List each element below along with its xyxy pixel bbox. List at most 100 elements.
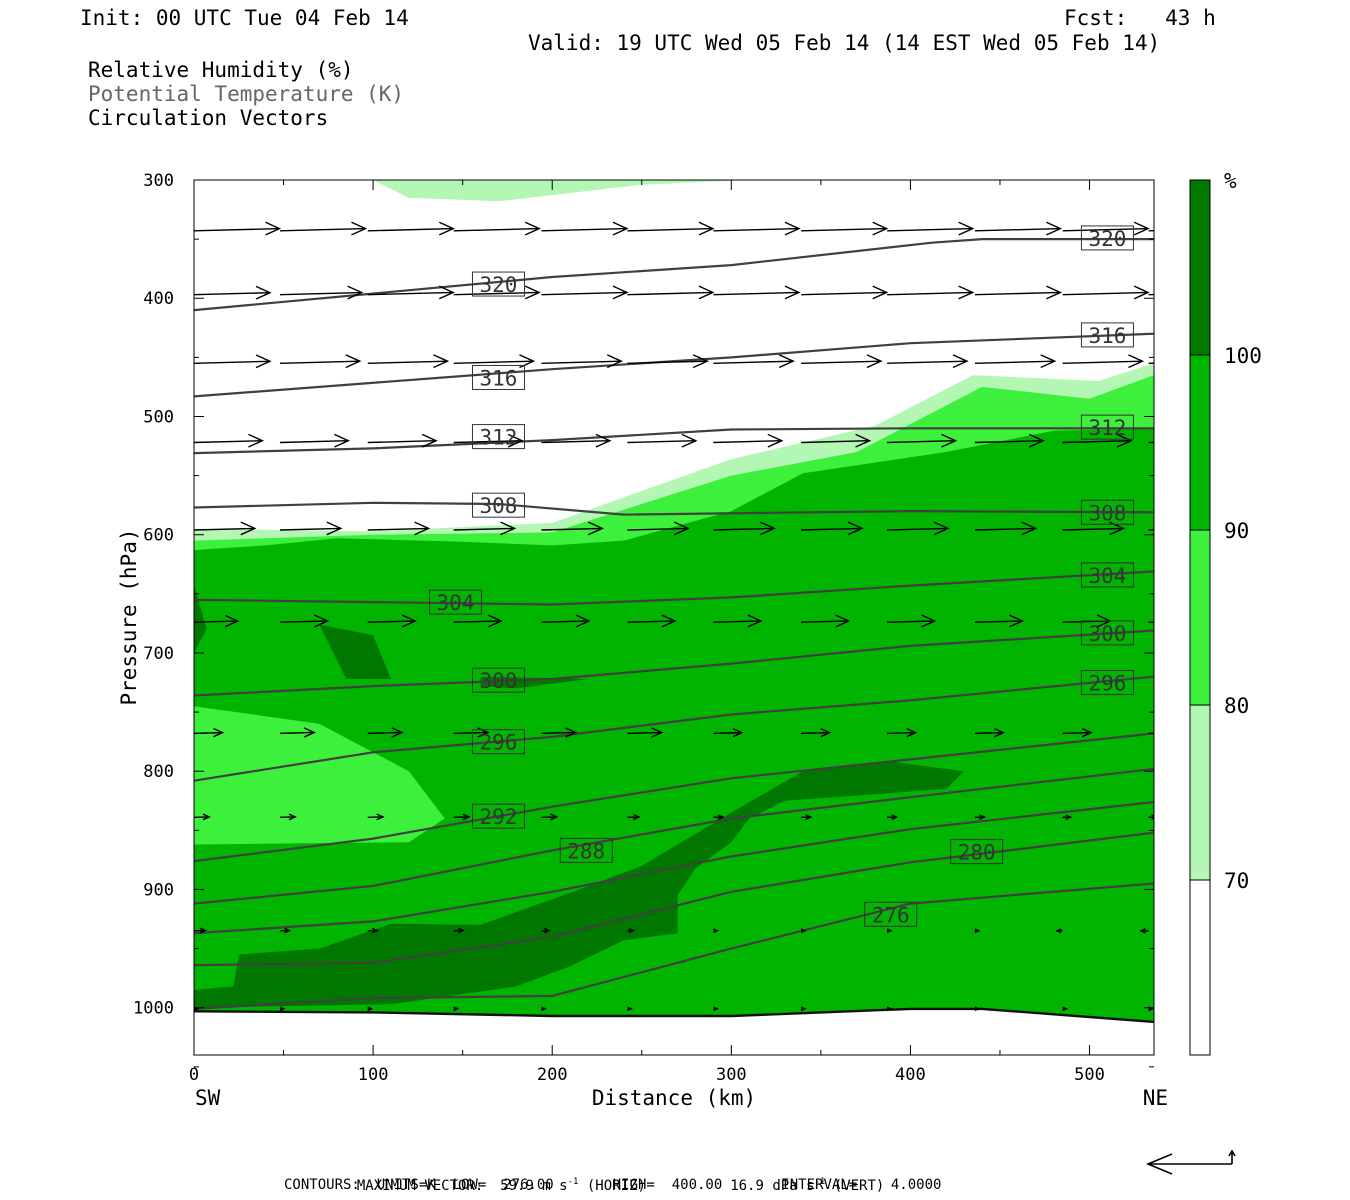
circulation-vector bbox=[367, 285, 455, 300]
circulation-vector bbox=[453, 1006, 460, 1012]
vector-shaft bbox=[627, 440, 696, 444]
vector-head bbox=[487, 614, 503, 628]
circulation-vector bbox=[194, 221, 282, 236]
vector-shaft bbox=[194, 731, 223, 735]
circulation-vector bbox=[453, 521, 517, 536]
circulation-vector bbox=[541, 727, 578, 738]
vector-head bbox=[213, 727, 225, 738]
circulation-vector bbox=[801, 521, 864, 536]
y-tick-label: 900 bbox=[143, 880, 174, 900]
vector-shaft bbox=[627, 227, 713, 232]
vector-head bbox=[351, 221, 368, 236]
contour-label-box bbox=[471, 667, 525, 693]
vector-head bbox=[1040, 354, 1057, 369]
vector-head bbox=[612, 221, 629, 236]
circulation-vector bbox=[1062, 433, 1133, 448]
horiz-value: 59.9 m s bbox=[500, 1178, 568, 1194]
vector-shaft bbox=[279, 291, 362, 296]
theta-contour-304 bbox=[194, 570, 1154, 606]
contour-label-box bbox=[1080, 225, 1134, 251]
circulation-vector bbox=[801, 814, 813, 820]
vector-head bbox=[248, 433, 265, 448]
theta-contour-316 bbox=[194, 332, 1154, 398]
y-tick-label: 700 bbox=[143, 644, 174, 664]
circulation-vector bbox=[713, 928, 719, 934]
contour-label-316: 316 bbox=[480, 366, 518, 390]
vector-head bbox=[713, 1006, 719, 1012]
contour-label-300: 300 bbox=[1088, 622, 1126, 646]
circulation-vector bbox=[887, 285, 975, 300]
circulation-vector bbox=[801, 727, 832, 738]
vector-shaft bbox=[887, 227, 973, 232]
vector-head bbox=[872, 221, 889, 236]
vector-head bbox=[713, 928, 719, 934]
theta-contour-284 bbox=[194, 800, 1154, 935]
circulation-vector bbox=[1148, 732, 1154, 735]
colorbar-segment bbox=[1189, 354, 1211, 531]
init-text: Init: 00 UTC Tue 04 Feb 14 bbox=[80, 6, 409, 30]
vector-shaft bbox=[367, 731, 402, 735]
ground-line bbox=[194, 1007, 1154, 1024]
theta-contour-296 bbox=[194, 675, 1154, 782]
legend-theta: Potential Temperature (K) bbox=[88, 82, 405, 106]
circulation-vector bbox=[453, 221, 541, 236]
forecast-hour-text: Fcst: 43 h bbox=[1064, 6, 1216, 30]
circulation-vector bbox=[541, 433, 612, 448]
x-tick-label: 0 bbox=[189, 1065, 199, 1085]
circulation-vector bbox=[974, 928, 981, 934]
vector-head bbox=[805, 814, 813, 820]
circulation-vector bbox=[627, 928, 635, 934]
vector-shaft bbox=[279, 227, 366, 232]
vector-shaft bbox=[541, 620, 589, 623]
vector-shaft bbox=[367, 440, 437, 444]
circulation-vector bbox=[713, 221, 801, 236]
circulation-vector bbox=[627, 813, 641, 821]
circulation-vector bbox=[367, 521, 431, 536]
vector-head bbox=[612, 285, 629, 300]
vector-shaft bbox=[974, 620, 1023, 623]
circulation-vector bbox=[887, 814, 899, 820]
circulation-vector bbox=[627, 521, 690, 536]
contour-label-280: 280 bbox=[958, 841, 996, 865]
vector-head bbox=[872, 285, 889, 300]
contour-label-316: 316 bbox=[1088, 324, 1126, 348]
vector-shaft bbox=[279, 360, 360, 364]
vector-head bbox=[199, 927, 208, 934]
theta-contour-308 bbox=[194, 501, 1154, 516]
vector-head bbox=[367, 1006, 374, 1012]
circulation-vector bbox=[1062, 354, 1145, 369]
circulation-vector bbox=[974, 221, 1063, 236]
vector-shaft bbox=[887, 731, 916, 735]
vector-head bbox=[575, 614, 591, 628]
vector-head bbox=[1029, 433, 1046, 448]
vector-head bbox=[759, 521, 776, 536]
contour-label-292: 292 bbox=[480, 805, 518, 829]
contour-label-box bbox=[471, 364, 525, 390]
vector-head bbox=[886, 1006, 893, 1012]
circulation-vector bbox=[453, 614, 503, 628]
vector-head bbox=[767, 433, 784, 448]
vector-head bbox=[1220, 286, 1234, 299]
vector-head bbox=[941, 433, 958, 448]
circulation-vector bbox=[367, 221, 455, 236]
circulation-vector bbox=[453, 433, 524, 448]
rh-fill-100-7 bbox=[480, 676, 588, 689]
vector-head bbox=[225, 614, 240, 628]
circulation-vector bbox=[800, 1006, 807, 1012]
vector-head bbox=[376, 813, 385, 821]
vector-head bbox=[550, 813, 559, 821]
colorbar-segment bbox=[1189, 179, 1211, 356]
vector-head bbox=[1046, 221, 1063, 236]
theta-contour-312 bbox=[194, 427, 1154, 455]
x-tick-label: 500 bbox=[1074, 1065, 1105, 1085]
circulation-vector bbox=[974, 814, 987, 820]
circulation-vector bbox=[194, 813, 211, 821]
theta-contour-320 bbox=[194, 238, 1154, 312]
vector-shaft bbox=[801, 620, 849, 623]
circulation-vector bbox=[541, 1006, 547, 1012]
circulation-vector bbox=[367, 354, 450, 369]
vector-shaft bbox=[801, 440, 870, 444]
vector-head bbox=[681, 433, 698, 448]
vector-shaft bbox=[541, 291, 627, 296]
vector-head bbox=[453, 1006, 460, 1012]
